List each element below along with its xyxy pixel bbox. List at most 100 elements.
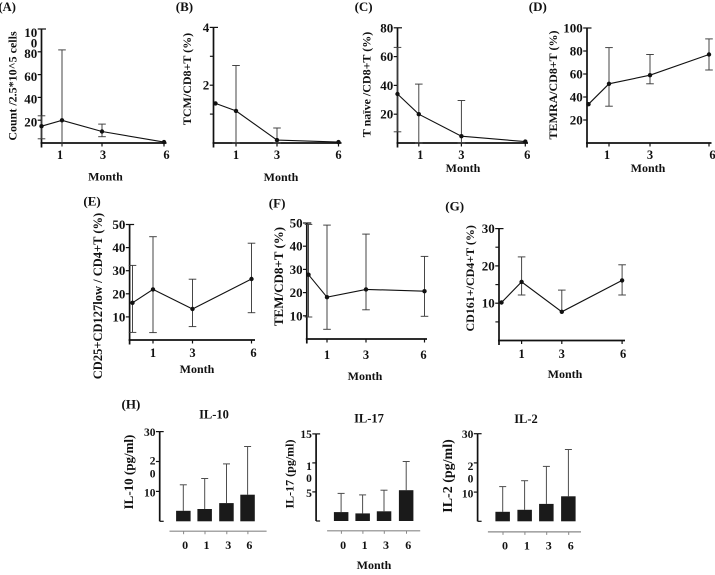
svg-text:6: 6 xyxy=(246,538,252,552)
svg-text:60: 60 xyxy=(570,67,583,82)
svg-text:20: 20 xyxy=(482,258,495,273)
svg-text:1: 1 xyxy=(518,347,524,361)
svg-text:20: 20 xyxy=(380,107,393,122)
svg-text:IL-2 (pg/ml): IL-2 (pg/ml) xyxy=(441,439,456,513)
svg-text:0: 0 xyxy=(306,473,312,485)
svg-text:1: 1 xyxy=(324,348,330,362)
svg-text:1: 1 xyxy=(204,538,210,552)
svg-text:3: 3 xyxy=(546,539,552,553)
svg-text:Month: Month xyxy=(264,170,299,184)
svg-text:3: 3 xyxy=(189,346,195,360)
svg-text:80: 80 xyxy=(570,44,583,59)
svg-text:(B): (B) xyxy=(176,0,193,14)
svg-text:10: 10 xyxy=(462,488,474,500)
svg-text:3: 3 xyxy=(458,148,464,162)
svg-text:4: 4 xyxy=(203,20,210,35)
svg-text:3: 3 xyxy=(274,148,280,162)
svg-text:(C): (C) xyxy=(355,0,373,14)
svg-text:0: 0 xyxy=(340,538,346,552)
svg-text:1: 1 xyxy=(150,346,156,360)
svg-text:Month: Month xyxy=(548,367,583,381)
svg-text:Month: Month xyxy=(348,369,383,383)
svg-text:3: 3 xyxy=(383,538,389,552)
svg-text:IL-17 (pg/ml): IL-17 (pg/ml) xyxy=(283,439,297,508)
svg-text:(A): (A) xyxy=(0,0,16,14)
svg-text:IL-10 (pg/ml): IL-10 (pg/ml) xyxy=(121,435,136,510)
svg-text:3: 3 xyxy=(225,538,231,552)
svg-text:(H): (H) xyxy=(122,397,141,412)
svg-text:50: 50 xyxy=(112,217,125,232)
svg-text:40: 40 xyxy=(24,92,37,107)
svg-text:40: 40 xyxy=(290,239,303,254)
svg-text:(E): (E) xyxy=(83,194,100,209)
svg-text:2: 2 xyxy=(468,461,474,473)
svg-text:30: 30 xyxy=(144,427,156,439)
svg-text:6: 6 xyxy=(163,148,169,162)
svg-text:30: 30 xyxy=(290,262,303,277)
svg-text:0: 0 xyxy=(150,468,156,480)
svg-text:2: 2 xyxy=(203,78,210,93)
svg-text:40: 40 xyxy=(380,78,393,93)
svg-text:20: 20 xyxy=(290,285,303,300)
svg-text:1: 1 xyxy=(524,539,530,553)
svg-text:0: 0 xyxy=(182,538,188,552)
svg-text:3: 3 xyxy=(559,347,565,361)
svg-text:20: 20 xyxy=(570,113,583,128)
svg-text:CD25+CD127low / CD4+T (%): CD25+CD127low / CD4+T (%) xyxy=(91,213,105,379)
svg-text:6: 6 xyxy=(335,148,341,162)
svg-text:1: 1 xyxy=(57,148,63,162)
svg-text:0: 0 xyxy=(468,473,474,485)
svg-text:40: 40 xyxy=(570,90,583,105)
svg-text:20: 20 xyxy=(24,115,37,130)
svg-text:15: 15 xyxy=(300,429,312,441)
svg-text:1: 1 xyxy=(604,148,610,162)
svg-text:30: 30 xyxy=(482,221,495,236)
svg-text:1: 1 xyxy=(306,461,312,473)
svg-text:6: 6 xyxy=(524,148,530,162)
svg-text:6: 6 xyxy=(420,348,426,362)
svg-text:IL-17: IL-17 xyxy=(354,412,384,426)
svg-text:6: 6 xyxy=(568,539,574,553)
svg-text:6: 6 xyxy=(620,347,626,361)
svg-text:30: 30 xyxy=(462,429,474,441)
svg-text:Month: Month xyxy=(88,170,123,184)
svg-text:TEMRA/CD8+T (%): TEMRA/CD8+T (%) xyxy=(546,31,560,140)
svg-text:CD161+/CD4+T (%): CD161+/CD4+T (%) xyxy=(463,225,477,331)
svg-text:Month: Month xyxy=(631,161,666,175)
svg-text:1: 1 xyxy=(417,148,423,162)
svg-text:10: 10 xyxy=(482,296,495,311)
svg-text:(G): (G) xyxy=(445,199,464,214)
svg-text:80: 80 xyxy=(380,20,393,35)
svg-text:IL-2: IL-2 xyxy=(514,412,538,426)
svg-text:1: 1 xyxy=(362,538,368,552)
svg-text:100: 100 xyxy=(563,21,583,36)
svg-text:1: 1 xyxy=(233,148,239,162)
svg-text:10: 10 xyxy=(144,488,156,500)
svg-text:6: 6 xyxy=(709,148,715,162)
svg-text:Count /2.5*10^5 cells: Count /2.5*10^5 cells xyxy=(6,31,20,141)
svg-text:Month: Month xyxy=(357,558,392,570)
svg-text:T naïve /CD8+T (%): T naïve /CD8+T (%) xyxy=(360,32,374,137)
svg-text:80: 80 xyxy=(24,46,37,61)
svg-text:10: 10 xyxy=(290,308,303,323)
svg-text:60: 60 xyxy=(380,49,393,64)
svg-text:40: 40 xyxy=(112,240,125,255)
svg-text:TCM/CD8+T (%): TCM/CD8+T (%) xyxy=(180,33,194,125)
svg-text:Month: Month xyxy=(180,362,215,376)
svg-text:(F): (F) xyxy=(269,196,286,211)
svg-text:2: 2 xyxy=(150,456,156,468)
svg-text:0: 0 xyxy=(31,36,38,51)
svg-text:0: 0 xyxy=(502,539,508,553)
svg-text:50: 50 xyxy=(290,216,303,231)
svg-text:(D): (D) xyxy=(529,0,547,14)
svg-text:30: 30 xyxy=(112,263,125,278)
svg-text:60: 60 xyxy=(24,69,37,84)
svg-text:6: 6 xyxy=(405,538,411,552)
svg-text:IL-10: IL-10 xyxy=(199,407,229,421)
svg-text:20: 20 xyxy=(112,286,125,301)
svg-text:TEM/CD8+T (%): TEM/CD8+T (%) xyxy=(271,227,286,326)
svg-text:5: 5 xyxy=(306,488,312,500)
svg-text:3: 3 xyxy=(363,348,369,362)
svg-text:3: 3 xyxy=(100,148,106,162)
svg-text:10: 10 xyxy=(112,309,125,324)
